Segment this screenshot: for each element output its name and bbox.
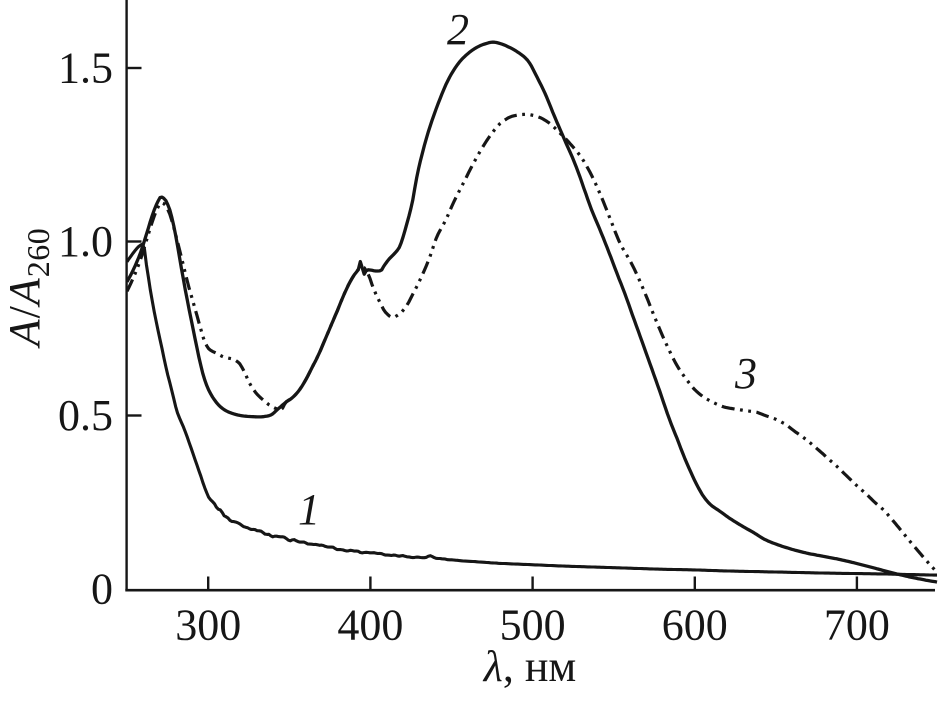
svg-text:3: 3 — [734, 349, 757, 398]
svg-text:400: 400 — [337, 601, 403, 650]
svg-text:1: 1 — [298, 485, 320, 534]
svg-text:600: 600 — [662, 601, 728, 650]
svg-text:700: 700 — [824, 601, 890, 650]
svg-text:0: 0 — [91, 565, 113, 614]
svg-text:2: 2 — [447, 5, 469, 54]
svg-text:500: 500 — [500, 601, 566, 650]
svg-text:λ, нм: λ, нм — [482, 642, 576, 691]
svg-text:300: 300 — [175, 601, 241, 650]
svg-text:0.5: 0.5 — [58, 391, 113, 440]
svg-text:1.0: 1.0 — [58, 217, 113, 266]
svg-text:1.5: 1.5 — [58, 44, 113, 93]
